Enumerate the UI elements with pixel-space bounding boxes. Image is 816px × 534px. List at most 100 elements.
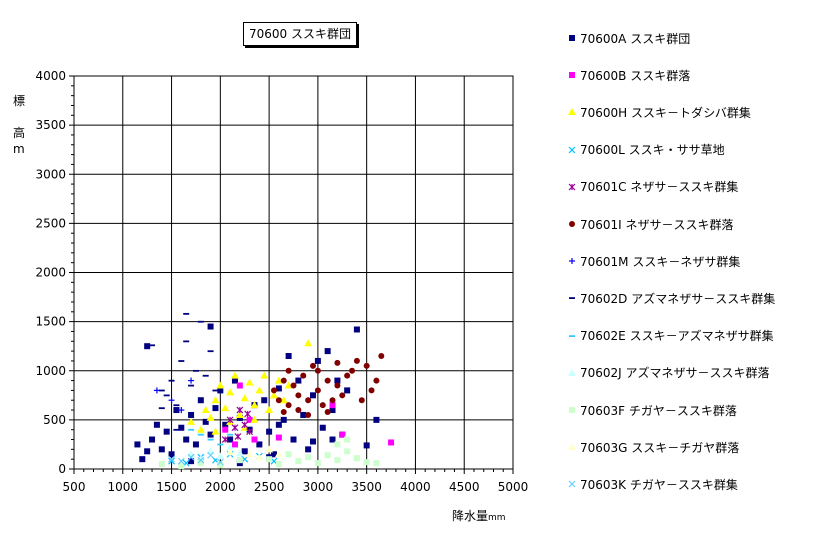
data-point [334, 441, 341, 448]
legend-item: 70600B ススキ群落 [566, 65, 690, 85]
data-point [197, 320, 204, 323]
legend-label: 70603F チガヤ－ススキ群落 [580, 403, 737, 418]
legend-label: 70601I ネザサ－ススキ群落 [580, 217, 734, 232]
data-point [222, 421, 229, 428]
data-point [310, 362, 317, 369]
data-point [266, 428, 273, 435]
x-tick-label: 2000 [205, 480, 236, 494]
legend-marker [568, 480, 576, 488]
data-point [178, 360, 185, 362]
data-point [197, 397, 204, 404]
legend-marker-shape [569, 72, 575, 79]
data-point [314, 460, 321, 467]
y-tick-label: 3000 [35, 167, 66, 181]
data-point [334, 382, 341, 389]
legend-marker-shape [569, 297, 575, 300]
data-point [334, 359, 341, 366]
data-point [314, 357, 321, 364]
data-point [373, 377, 380, 384]
data-point [216, 381, 225, 389]
data-point [319, 402, 326, 409]
data-point [324, 452, 331, 459]
legend-marker [569, 72, 575, 79]
data-point [231, 441, 238, 448]
data-point [149, 436, 156, 443]
data-point [305, 411, 312, 418]
data-point [207, 350, 214, 353]
y-axis-ticks: 0 500 1000 1500 2000 2500 3000 3500 4000 [35, 69, 74, 476]
data-point [275, 461, 282, 468]
x-tick-label: 4000 [400, 480, 431, 494]
data-point [245, 378, 254, 386]
data-point [285, 353, 292, 360]
data-point [197, 456, 205, 464]
data-point [168, 455, 175, 463]
data-point [168, 457, 175, 465]
data-point [284, 381, 293, 389]
legend-item: 70602J アズマネザサ－ススキ群落 [566, 363, 770, 383]
series-7 [153, 377, 195, 414]
data-point [300, 372, 307, 379]
data-point [144, 343, 151, 350]
x-axis-ticks: 500 1000 1500 2000 2500 3000 3500 4000 4500 5000 [63, 469, 528, 494]
data-point [158, 389, 165, 392]
legend-item: 70601I ネザサ－ススキ群落 [566, 214, 734, 234]
data-point [344, 448, 351, 455]
data-point [226, 443, 235, 451]
legend-marker [569, 334, 575, 337]
data-point [265, 445, 274, 453]
data-point [310, 438, 317, 445]
legend-label: 70601M ススキ－ネザサ群集 [580, 254, 741, 269]
y-axis-label-char-1: 標 [13, 94, 26, 108]
data-point [241, 448, 248, 455]
data-point [153, 421, 160, 428]
data-point [173, 407, 180, 414]
data-point [188, 428, 195, 431]
data-point [178, 407, 185, 414]
legend-label: 70603G ススキ－チガヤ群落 [580, 440, 740, 455]
data-point [295, 407, 302, 414]
legend-marker-shape [568, 368, 576, 376]
legend-marker [568, 368, 576, 376]
data-point [290, 382, 297, 389]
data-point [310, 392, 317, 399]
data-point [260, 371, 269, 379]
series-11 [158, 436, 380, 470]
series-13 [168, 451, 224, 466]
data-point [217, 462, 224, 469]
data-point [275, 385, 282, 392]
data-point [344, 387, 351, 394]
data-point [363, 442, 370, 449]
data-point [285, 451, 292, 458]
series-6 [270, 353, 385, 418]
data-point [201, 406, 210, 414]
y-tick-label: 0 [58, 462, 66, 476]
data-point [216, 458, 224, 466]
data-point [158, 446, 165, 453]
data-point [168, 379, 175, 382]
data-point [388, 439, 395, 446]
data-point [222, 426, 229, 433]
series-8 [149, 312, 219, 431]
legend-item: 70603F チガヤ－ススキ群落 [566, 400, 737, 420]
grid-lines [74, 76, 513, 469]
legend-marker-shape [569, 35, 575, 41]
data-point [212, 389, 219, 392]
data-point [266, 456, 273, 463]
data-point [212, 405, 219, 412]
data-point [353, 326, 360, 333]
data-point [236, 382, 243, 389]
data-point [158, 461, 165, 468]
y-tick-label: 1000 [35, 364, 66, 378]
data-point [339, 431, 346, 438]
legend-item: 70600A ススキ群団 [566, 28, 690, 48]
legend-marker [568, 443, 576, 451]
data-point [256, 441, 263, 448]
data-point [295, 458, 302, 465]
legend-marker [568, 108, 576, 116]
series-3 [187, 339, 313, 435]
data-point [177, 457, 185, 465]
data-point [265, 406, 274, 414]
data-point [275, 397, 282, 404]
legend-marker-shape [569, 407, 575, 413]
